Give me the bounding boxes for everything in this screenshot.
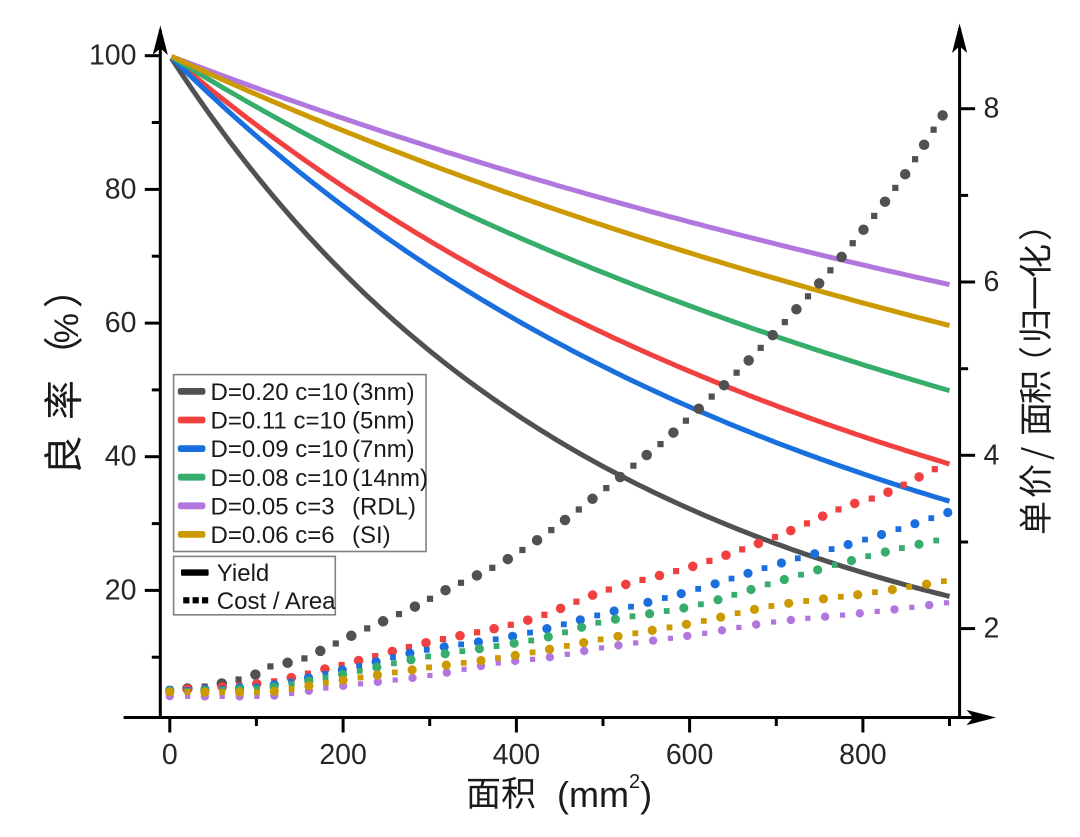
- svg-text:(SI): (SI): [352, 522, 391, 549]
- svg-text:80: 80: [105, 173, 137, 205]
- svg-text:D=0.06 c=6: D=0.06 c=6: [211, 522, 335, 549]
- svg-text:D=0.09 c=10: D=0.09 c=10: [211, 436, 348, 463]
- svg-text:Yield: Yield: [217, 560, 269, 587]
- svg-text:D=0.08 c=10: D=0.08 c=10: [211, 465, 348, 492]
- svg-text:D=0.20 c=10: D=0.20 c=10: [211, 379, 348, 406]
- svg-text:(RDL): (RDL): [352, 493, 416, 520]
- svg-text:0: 0: [162, 739, 178, 771]
- svg-text:200: 200: [319, 739, 367, 771]
- svg-text:600: 600: [666, 739, 714, 771]
- svg-text:(5nm): (5nm): [352, 408, 415, 435]
- svg-text:800: 800: [839, 739, 887, 771]
- svg-text:2: 2: [984, 613, 1000, 645]
- svg-text:(14nm): (14nm): [352, 465, 428, 492]
- svg-text:(7nm): (7nm): [352, 436, 415, 463]
- svg-text:D=0.11 c=10: D=0.11 c=10: [211, 408, 347, 435]
- svg-text:8: 8: [984, 93, 1000, 125]
- svg-text:Cost / Area: Cost / Area: [217, 588, 336, 615]
- svg-text:20: 20: [105, 574, 137, 606]
- svg-text:6: 6: [984, 266, 1000, 298]
- svg-text:%: %: [48, 313, 86, 343]
- svg-text:100: 100: [89, 40, 137, 72]
- svg-text:40: 40: [105, 441, 137, 473]
- svg-text:(3nm): (3nm): [352, 379, 415, 406]
- svg-text:60: 60: [105, 307, 137, 339]
- svg-text:400: 400: [493, 739, 541, 771]
- svg-text:D=0.05 c=3: D=0.05 c=3: [211, 493, 335, 520]
- svg-text:4: 4: [984, 439, 1000, 471]
